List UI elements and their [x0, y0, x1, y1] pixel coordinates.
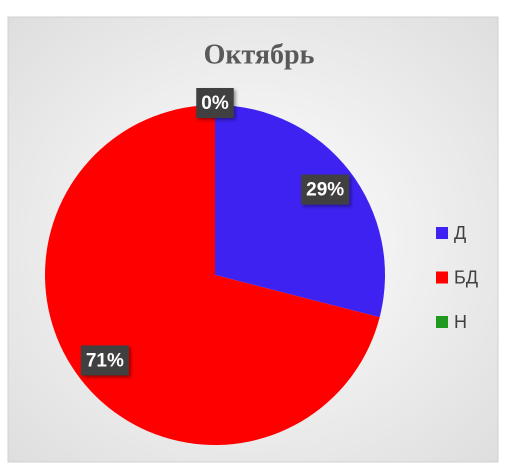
- data-label-box: [80, 345, 129, 376]
- data-label-text: 0%: [201, 93, 229, 114]
- legend-label: Д: [454, 223, 466, 243]
- data-label-box: [196, 88, 234, 118]
- legend-swatch: [436, 271, 448, 284]
- legend-swatch: [436, 227, 448, 239]
- data-label-text: 71%: [86, 350, 124, 371]
- data-label: 29%: [301, 174, 350, 205]
- data-label-box: [301, 174, 350, 205]
- legend-label: Н: [454, 312, 467, 332]
- data-label: 71%: [80, 345, 129, 376]
- chart-title: Октябрь: [204, 39, 315, 70]
- data-label-text: 29%: [306, 180, 344, 201]
- data-label: 0%: [196, 88, 234, 118]
- legend-swatch: [436, 316, 448, 328]
- legend-label: БД: [454, 267, 478, 287]
- pie-slice: [215, 105, 385, 318]
